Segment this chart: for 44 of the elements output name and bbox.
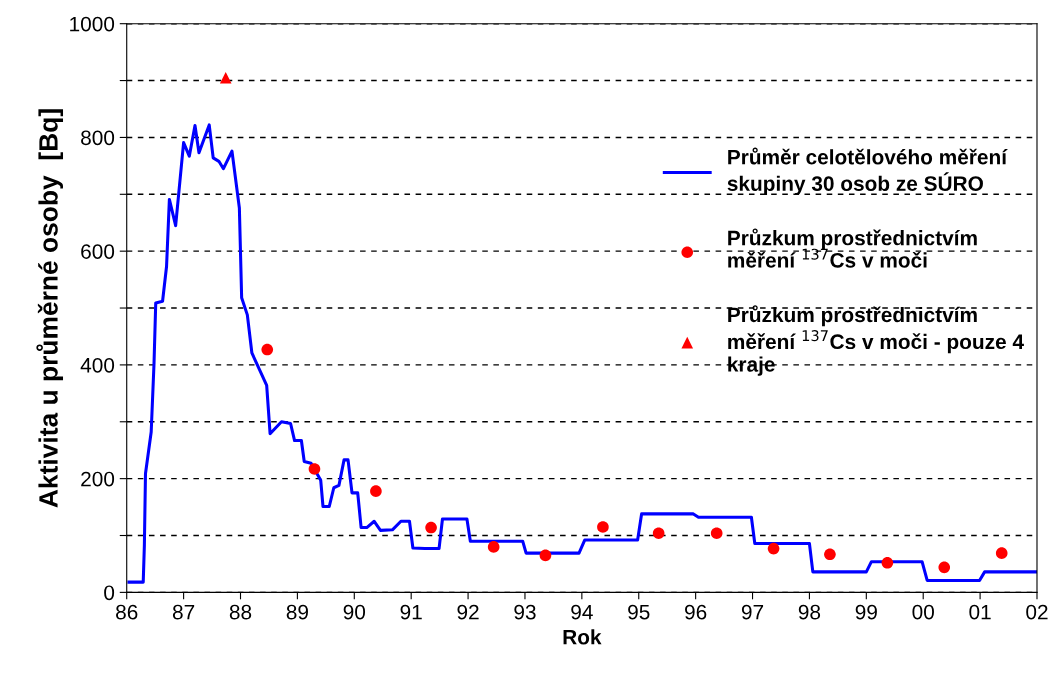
x-tick-label: 94	[571, 604, 593, 620]
point	[824, 548, 836, 561]
y-tick-label: 400	[80, 357, 115, 373]
x-tick-label: 88	[229, 604, 252, 620]
x-tick-label: 87	[172, 604, 195, 620]
point	[308, 463, 321, 475]
y-axis-title: Aktivita u průměrné osoby [Bq]	[36, 109, 64, 508]
y-tick-label: 600	[81, 244, 115, 259]
x-tick-label: 86	[116, 604, 138, 620]
point	[597, 521, 609, 533]
point	[767, 542, 780, 555]
x-tick-label: 99	[855, 604, 877, 620]
legend-label: Průzkum prostřednictvím měření $^{137}$Cs v moči	[728, 228, 977, 268]
x-tick-label: 98	[798, 604, 821, 620]
point	[219, 71, 232, 84]
point	[487, 541, 500, 553]
y-tick-label: 1000	[70, 16, 115, 32]
x-tick-label: 93	[514, 604, 536, 620]
point	[710, 527, 723, 540]
x-tick-label: 92	[457, 604, 479, 620]
x-tick-label: 96	[685, 604, 707, 620]
x-tick-label: 02	[1026, 604, 1048, 620]
x-tick-label: 00	[912, 604, 934, 620]
x-tick-label: 91	[400, 604, 422, 620]
x-tick-label: 01	[969, 604, 991, 620]
x-tick-label: 89	[286, 604, 308, 620]
point	[370, 485, 382, 497]
point	[425, 521, 437, 534]
y-tick-label: 200	[81, 471, 115, 487]
x-tick-label: 95	[628, 604, 650, 620]
y-tick-label: 0	[104, 585, 115, 601]
x-tick-label: 97	[741, 604, 764, 620]
y-tick-label: 800	[81, 130, 115, 146]
legend-label: Průměr celotělového měření skupiny 30 osob ze SÚRO	[727, 147, 1008, 196]
x-tick-label: 90	[343, 604, 366, 620]
point	[261, 343, 274, 356]
point	[938, 561, 951, 574]
point	[652, 527, 665, 540]
text: Průzkum prostřednictvím měření $^{137}$Cs v moči - pouze 4 kraje	[728, 305, 1024, 376]
point	[995, 547, 1008, 559]
point	[539, 549, 552, 562]
point	[881, 556, 894, 569]
line-series	[127, 123, 1037, 584]
x-axis-title: Rok	[563, 629, 602, 645]
